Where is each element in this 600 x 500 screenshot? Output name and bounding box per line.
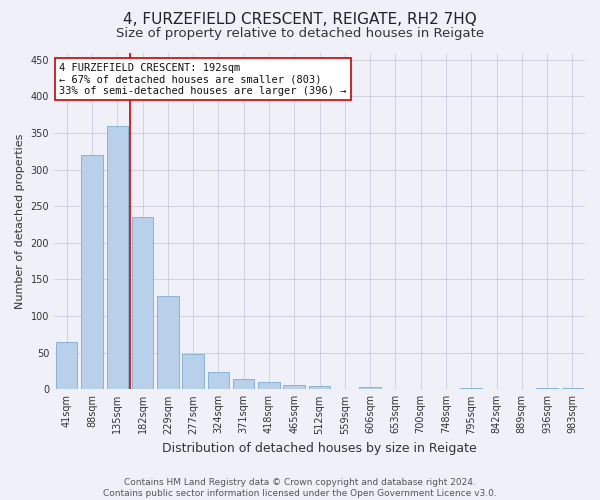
Text: 4, FURZEFIELD CRESCENT, REIGATE, RH2 7HQ: 4, FURZEFIELD CRESCENT, REIGATE, RH2 7HQ xyxy=(123,12,477,28)
Bar xyxy=(536,388,558,390)
Bar xyxy=(562,388,583,390)
Text: Size of property relative to detached houses in Reigate: Size of property relative to detached ho… xyxy=(116,28,484,40)
Bar xyxy=(208,372,229,390)
Bar xyxy=(107,126,128,390)
Bar xyxy=(132,216,153,390)
Text: Contains HM Land Registry data © Crown copyright and database right 2024.
Contai: Contains HM Land Registry data © Crown c… xyxy=(103,478,497,498)
Text: 4 FURZEFIELD CRESCENT: 192sqm
← 67% of detached houses are smaller (803)
33% of : 4 FURZEFIELD CRESCENT: 192sqm ← 67% of d… xyxy=(59,62,347,96)
Bar xyxy=(81,155,103,390)
Bar xyxy=(157,296,179,390)
Bar xyxy=(56,342,77,390)
Y-axis label: Number of detached properties: Number of detached properties xyxy=(15,133,25,308)
Bar xyxy=(182,354,204,390)
Bar xyxy=(283,385,305,390)
Bar xyxy=(233,379,254,390)
X-axis label: Distribution of detached houses by size in Reigate: Distribution of detached houses by size … xyxy=(162,442,477,455)
Bar xyxy=(460,388,482,390)
Bar xyxy=(309,386,330,390)
Bar xyxy=(258,382,280,390)
Bar xyxy=(359,387,381,390)
